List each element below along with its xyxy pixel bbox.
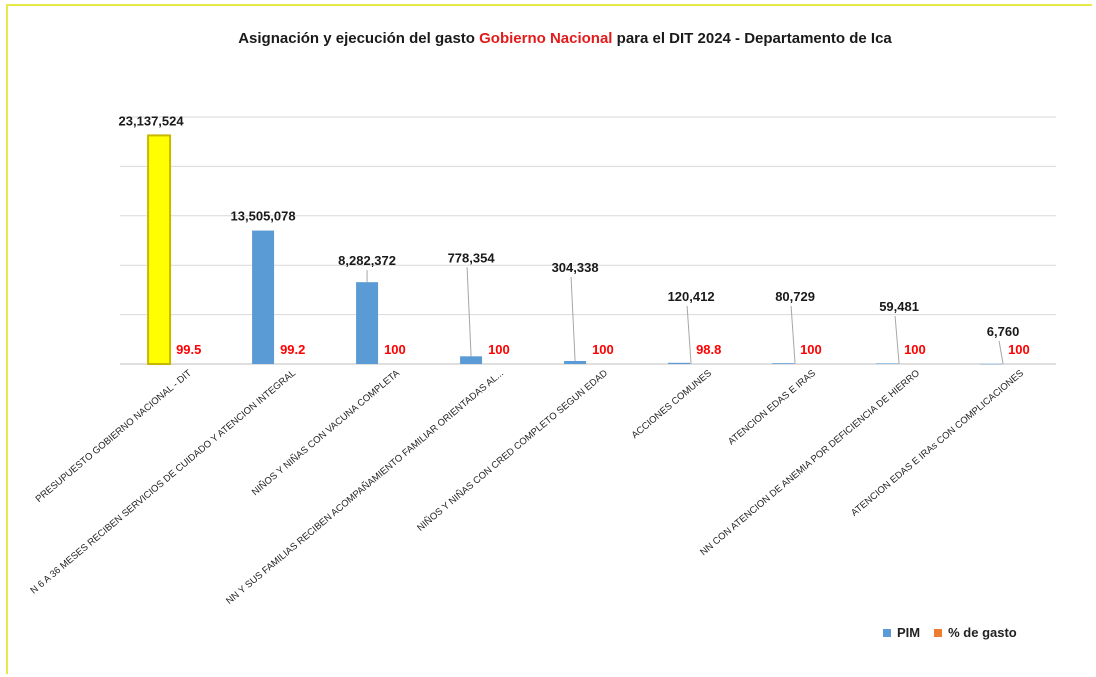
bar-pim — [772, 363, 795, 364]
data-label-pim: 6,760 — [987, 324, 1020, 339]
data-label-pct: 100 — [800, 342, 822, 357]
legend-label-gasto: % de gasto — [948, 625, 1017, 640]
data-label-pim: 13,505,078 — [231, 209, 296, 224]
chart-title-part1: Asignación y ejecución del gasto — [238, 30, 480, 47]
data-label-pim: 59,481 — [879, 299, 919, 314]
chart-title-highlight: Gobierno Nacional — [479, 30, 613, 47]
bar-pim — [147, 134, 172, 365]
category-label: NN CON ATENCION DE ANEMIA POR DEFICIENCI… — [698, 368, 922, 558]
chart-title: Asignación y ejecución del gasto Gobiern… — [0, 30, 1096, 47]
chart-title-part2: para el DIT 2024 - Departamento de Ica — [612, 30, 892, 47]
category-label: ACCIONES COMUNES — [630, 368, 714, 441]
data-label-pct: 100 — [592, 342, 614, 357]
chart-frame — [6, 4, 1092, 674]
legend-item-gasto: % de gasto — [934, 625, 1017, 640]
category-label: ATENCION EDAS E IRAS — [726, 368, 818, 448]
legend: PIM % de gasto — [883, 625, 1017, 640]
data-label-pim: 80,729 — [775, 289, 815, 304]
data-label-pim: 23,137,524 — [119, 113, 185, 128]
leader-line — [998, 340, 1004, 365]
data-label-pct: 100 — [1008, 342, 1030, 357]
legend-item-pim: PIM — [883, 625, 920, 640]
legend-swatch-gasto — [934, 628, 943, 637]
bar-pim — [668, 362, 691, 364]
leader-line — [466, 267, 472, 357]
category-label: ATENCION EDAS E IRAs CON COMPLICACIONES — [849, 368, 1026, 519]
bar-pim — [564, 360, 587, 364]
data-label-pct: 100 — [904, 342, 926, 357]
leader-line — [894, 315, 900, 365]
data-label-pim: 304,338 — [552, 260, 599, 275]
data-label-pct: 99.5 — [176, 342, 201, 357]
bar-pim — [980, 363, 1003, 365]
bar-pim — [252, 230, 275, 364]
category-label: NIÑOS Y NIÑAS CON CRED COMPLETO SEGUN ED… — [415, 368, 610, 534]
data-label-pim: 778,354 — [448, 250, 496, 265]
data-label-pct: 100 — [488, 342, 510, 357]
data-label-pct: 99.2 — [280, 342, 305, 357]
legend-label-pim: PIM — [897, 625, 921, 640]
category-label: PRESUPUESTO GOBIERNO NACIONAL - DIT — [34, 368, 194, 505]
data-label-pim: 120,412 — [668, 289, 715, 304]
bar-pim — [876, 363, 899, 364]
data-label-pct: 98.8 — [696, 342, 721, 357]
data-label-pim: 8,282,372 — [338, 253, 396, 268]
leader-line — [790, 305, 796, 365]
leader-line — [570, 276, 576, 362]
bar-pim — [460, 356, 483, 364]
bar-pim — [356, 282, 379, 364]
leader-line — [686, 305, 692, 365]
legend-swatch-pim — [883, 628, 891, 637]
data-label-pct: 100 — [384, 342, 406, 357]
